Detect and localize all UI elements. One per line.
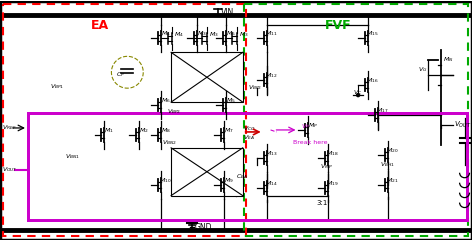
Text: FVF: FVF	[325, 19, 352, 32]
Text: $M_{13}$: $M_{13}$	[264, 149, 277, 158]
Text: $V_C$: $V_C$	[353, 88, 363, 97]
Circle shape	[356, 94, 360, 97]
Text: $M_{10}$: $M_{10}$	[159, 176, 172, 185]
Text: $V_{BP2}$: $V_{BP2}$	[248, 83, 262, 92]
Text: 3:1: 3:1	[316, 200, 328, 206]
Text: $M_3$: $M_3$	[197, 29, 207, 38]
Bar	[3, 4, 246, 236]
Text: $M_8$: $M_8$	[161, 126, 171, 135]
Text: $M_{20}$: $M_{20}$	[386, 146, 399, 155]
Bar	[171, 52, 243, 102]
Text: $M_{18}$: $M_{18}$	[326, 149, 339, 158]
Text: $M_{12}$: $M_{12}$	[264, 71, 277, 80]
Text: $V_{OUT}$: $V_{OUT}$	[454, 120, 471, 130]
Text: $V_{REF}$: $V_{REF}$	[2, 123, 17, 132]
Text: $V_{BN1}$: $V_{BN1}$	[64, 152, 80, 161]
Text: $V_{OUT}$: $V_{OUT}$	[2, 165, 18, 174]
Text: $M_5$: $M_5$	[226, 96, 236, 105]
Text: $M_4$: $M_4$	[174, 30, 184, 39]
Text: $M_1$: $M_1$	[104, 126, 114, 135]
Text: $M_5$: $M_5$	[226, 29, 236, 38]
Text: $M_4$: $M_4$	[161, 29, 171, 38]
Text: $M_{11}$: $M_{11}$	[264, 29, 277, 38]
Text: $V_{CO}$: $V_{CO}$	[243, 124, 255, 133]
Text: $C_P$: $C_P$	[117, 70, 126, 79]
Text: GND: GND	[195, 223, 212, 233]
Text: $V_P$: $V_P$	[301, 122, 310, 131]
Text: $M_6$: $M_6$	[161, 96, 171, 105]
Text: $M_3$: $M_3$	[239, 30, 248, 39]
Text: $V_{EA}$: $V_{EA}$	[243, 133, 255, 142]
Text: $M_{16}$: $M_{16}$	[366, 76, 379, 85]
Text: $M_{14}$: $M_{14}$	[264, 179, 277, 187]
Text: $M_{19}$: $M_{19}$	[326, 179, 339, 187]
Text: $M_9$: $M_9$	[224, 176, 234, 185]
Text: $V_{BN2}$: $V_{BN2}$	[162, 138, 177, 147]
Text: $V_{BP2}$: $V_{BP2}$	[167, 107, 182, 116]
Bar	[28, 113, 466, 221]
Text: $M_2$: $M_2$	[139, 126, 149, 135]
Text: VIN: VIN	[221, 8, 234, 17]
Text: $M_P$: $M_P$	[309, 121, 319, 130]
Text: EA: EA	[91, 19, 109, 32]
Text: $M_{21}$: $M_{21}$	[386, 176, 399, 185]
Text: $M_3$: $M_3$	[209, 30, 219, 39]
Text: $V_G$: $V_G$	[418, 65, 427, 74]
Bar	[171, 148, 243, 196]
Text: $M_{15}$: $M_{15}$	[366, 29, 379, 38]
Text: $M_{17}$: $M_{17}$	[376, 106, 389, 115]
Bar	[244, 4, 467, 236]
Text: $C_{EA}$: $C_{EA}$	[236, 172, 247, 181]
Text: $M_7$: $M_7$	[224, 126, 234, 135]
Text: $V_{BH1}$: $V_{BH1}$	[380, 160, 395, 169]
Text: $V_{MP}$: $V_{MP}$	[320, 162, 333, 171]
Text: Break here: Break here	[293, 140, 328, 145]
Text: $V_{BP1}$: $V_{BP1}$	[50, 82, 64, 91]
Text: $M_N$: $M_N$	[443, 55, 453, 64]
